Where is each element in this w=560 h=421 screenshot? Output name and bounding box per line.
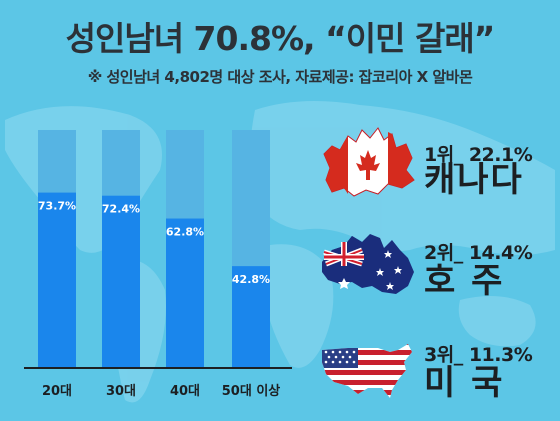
bar-value-label: 62.8% [166, 226, 204, 239]
category-label: 20대 [42, 384, 72, 399]
bar-4 [232, 266, 270, 368]
bar-value-label: 42.8% [232, 273, 270, 286]
rank-1-country: 캐나다 [424, 160, 524, 200]
category-label: 40대 [170, 384, 200, 399]
rank-2-country: 호 주 [424, 261, 505, 301]
rank-1-line: 1위_ 22.1% [424, 144, 533, 166]
australia-map-flag-icon [322, 234, 414, 294]
rank-3-line: 3위_ 11.3% [424, 344, 533, 366]
bar-value-label: 73.7% [38, 200, 76, 213]
rank-2-line: 2위_ 14.4% [424, 242, 533, 264]
page-subtitle: ※ 성인남녀 4,802명 대상 조사, 자료제공: 잡코리아 X 알바몬 [87, 68, 473, 86]
usa-map-flag-icon [322, 344, 412, 398]
bar-2 [102, 195, 140, 368]
rank-3-country: 미 국 [424, 363, 505, 403]
bar-1 [38, 192, 76, 368]
canada-map-flag-icon [323, 127, 415, 197]
page-title: 성인남녀 70.8%, “이민 갈래” [65, 19, 496, 58]
category-label: 30대 [106, 384, 136, 399]
category-label: 50대 이상 [222, 383, 281, 399]
bar-3 [166, 218, 204, 368]
bar-value-label: 72.4% [102, 203, 140, 216]
